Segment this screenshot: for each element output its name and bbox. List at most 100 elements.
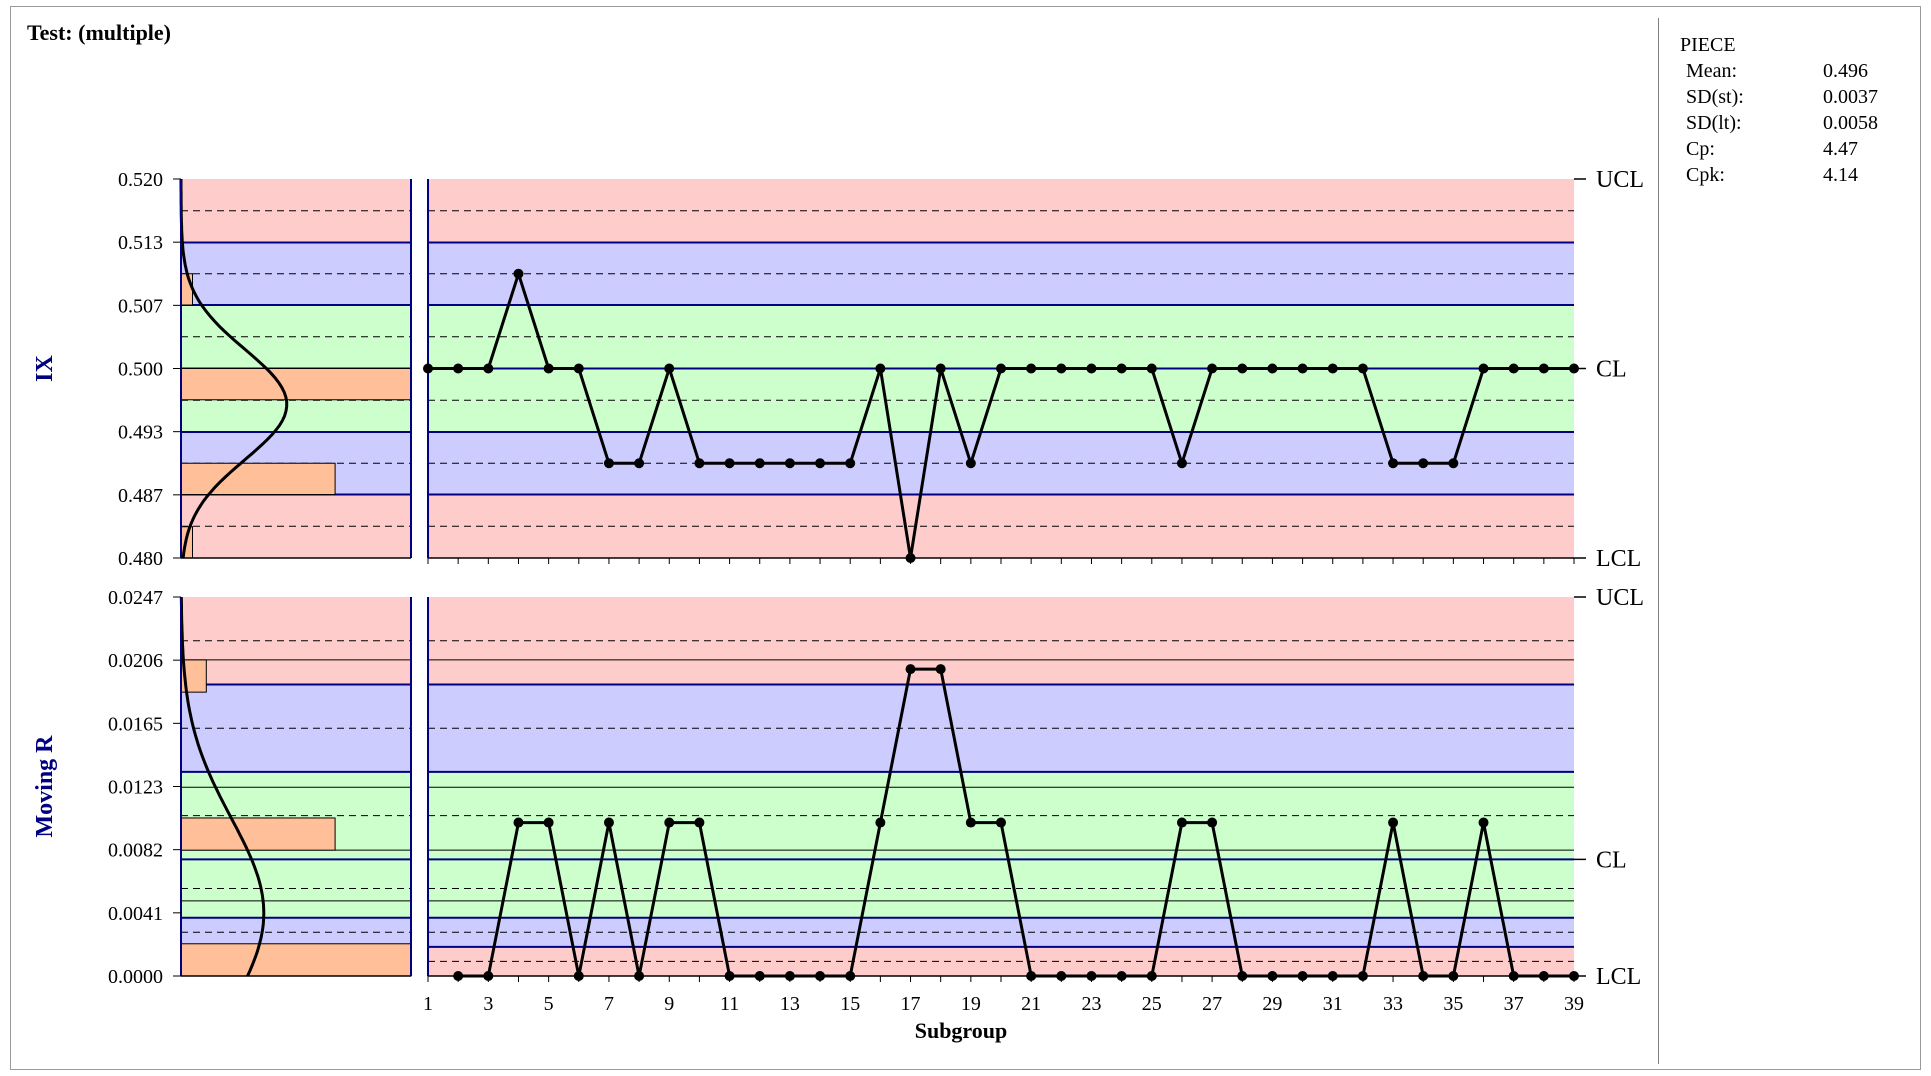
data-point xyxy=(1207,817,1218,828)
x-tick-label: 21 xyxy=(1021,993,1041,1015)
data-point xyxy=(483,363,494,374)
y-tick-label: 0.0165 xyxy=(108,713,163,735)
data-point xyxy=(1237,363,1248,374)
data-point xyxy=(724,458,735,469)
x-tick-label: 33 xyxy=(1383,993,1403,1015)
x-axis-title: Subgroup xyxy=(915,1018,1008,1043)
stats-divider xyxy=(1658,18,1659,1064)
stats-panel: PIECE Mean: 0.496 SD(st): 0.0037 SD(lt):… xyxy=(1680,32,1903,188)
data-point xyxy=(935,363,946,374)
y-tick-label: 0.0206 xyxy=(108,650,163,672)
stats-header: PIECE xyxy=(1680,34,1736,56)
data-point xyxy=(965,817,976,828)
data-point xyxy=(784,458,795,469)
data-point xyxy=(603,817,614,828)
y-tick-label: 0.0082 xyxy=(108,840,163,862)
y-tick-label: 0.493 xyxy=(118,422,163,444)
stats-row-sd-st: SD(st): 0.0037 xyxy=(1680,84,1903,110)
x-tick-label: 25 xyxy=(1142,993,1162,1015)
stats-value: 0.0037 xyxy=(1823,86,1878,108)
y-tick-label: 0.500 xyxy=(118,359,163,381)
stats-row-cp: Cp: 4.47 xyxy=(1680,136,1903,162)
data-point xyxy=(664,817,675,828)
data-point xyxy=(875,363,886,374)
data-point xyxy=(1478,817,1489,828)
histogram-bar xyxy=(180,273,193,306)
y-tick-label: 0.0000 xyxy=(108,966,163,988)
data-point xyxy=(1056,363,1067,374)
data-point xyxy=(694,817,705,828)
ucl-label: UCL xyxy=(1596,585,1644,611)
data-point xyxy=(543,363,554,374)
stats-value: 4.14 xyxy=(1823,164,1858,186)
data-point xyxy=(875,817,886,828)
data-point xyxy=(815,458,826,469)
data-point xyxy=(634,458,645,469)
data-point xyxy=(1357,363,1368,374)
x-tick-label: 27 xyxy=(1202,993,1222,1015)
data-point xyxy=(935,664,946,675)
x-tick-label: 35 xyxy=(1443,993,1463,1015)
data-point xyxy=(543,817,554,828)
y-tick-label: 0.0041 xyxy=(108,903,163,925)
data-point xyxy=(664,363,675,374)
data-point xyxy=(1297,363,1308,374)
x-tick-label: 39 xyxy=(1564,993,1584,1015)
data-point xyxy=(996,817,1006,828)
x-tick-label: 7 xyxy=(604,993,614,1015)
stats-label: Cpk: xyxy=(1686,164,1725,186)
data-point xyxy=(1267,363,1278,374)
data-point xyxy=(423,363,433,374)
y-axis-title: Moving R xyxy=(32,735,58,838)
data-point xyxy=(754,458,765,469)
data-point xyxy=(1388,817,1399,828)
x-tick-label: 11 xyxy=(720,993,739,1015)
x-tick-label: 17 xyxy=(901,993,921,1015)
data-point xyxy=(513,817,524,828)
chart-title: Test: (multiple) xyxy=(27,20,172,45)
data-point xyxy=(573,363,584,374)
y-tick-label: 0.0123 xyxy=(108,777,163,799)
data-point xyxy=(905,664,916,675)
data-point xyxy=(996,363,1006,374)
y-tick-label: 0.0247 xyxy=(108,587,163,609)
data-point xyxy=(845,458,856,469)
data-point xyxy=(453,363,464,374)
x-tick-label: 23 xyxy=(1081,993,1101,1015)
data-point xyxy=(1538,363,1549,374)
x-tick-label: 1 xyxy=(423,993,433,1015)
data-point xyxy=(965,458,976,469)
cl-label: CL xyxy=(1596,357,1627,383)
x-tick-label: 5 xyxy=(544,993,554,1015)
x-tick-label: 19 xyxy=(961,993,981,1015)
stats-value: 0.0058 xyxy=(1823,112,1878,134)
cl-label: CL xyxy=(1596,847,1627,873)
chart-frame xyxy=(10,6,1921,1070)
stats-row-sd-lt: SD(lt): 0.0058 xyxy=(1680,110,1903,136)
data-point xyxy=(1026,363,1037,374)
stats-label: Cp: xyxy=(1686,138,1715,160)
data-point xyxy=(1478,363,1489,374)
lcl-label: LCL xyxy=(1596,964,1641,990)
x-tick-label: 9 xyxy=(664,993,674,1015)
data-point xyxy=(1388,458,1399,469)
histogram-bar xyxy=(180,943,412,977)
y-tick-label: 0.487 xyxy=(118,485,163,507)
lcl-label: LCL xyxy=(1596,546,1641,572)
data-point xyxy=(1418,458,1429,469)
stats-label: SD(st): xyxy=(1686,86,1744,108)
data-point xyxy=(1508,363,1519,374)
y-tick-label: 0.513 xyxy=(118,232,163,254)
histogram-bar xyxy=(180,368,412,401)
data-point xyxy=(1146,363,1157,374)
data-point xyxy=(1327,363,1338,374)
x-tick-label: 3 xyxy=(483,993,493,1015)
histogram-bar xyxy=(180,817,336,851)
normal-curve xyxy=(179,179,289,559)
normal-curve xyxy=(179,596,266,977)
y-tick-label: 0.507 xyxy=(118,295,163,317)
series-line xyxy=(458,667,1574,978)
stats-value: 0.496 xyxy=(1823,60,1868,82)
y-tick-label: 0.480 xyxy=(118,548,163,570)
